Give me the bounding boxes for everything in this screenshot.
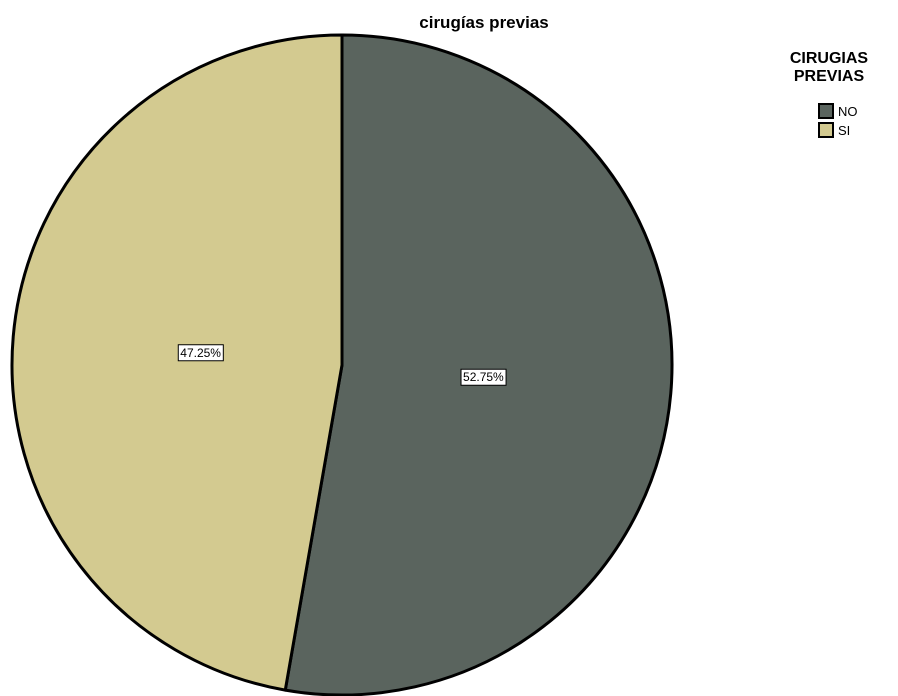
pie-slices bbox=[10, 33, 674, 696]
legend-swatch-si bbox=[818, 122, 834, 138]
legend-items: NO SI bbox=[818, 103, 858, 138]
data-label-box bbox=[460, 368, 507, 386]
chart-title: cirugías previas bbox=[419, 13, 548, 32]
pie-slice-no bbox=[283, 33, 674, 696]
data-label-no: 52.75% bbox=[460, 368, 507, 386]
legend-label-no: NO bbox=[838, 104, 858, 119]
legend-title-line-1: CIRUGIAS bbox=[790, 50, 869, 67]
data-label-text: 52.75% bbox=[463, 370, 504, 384]
data-label-box bbox=[177, 344, 224, 362]
data-label-text: 47.25% bbox=[180, 346, 221, 360]
data-label-si: 47.25% bbox=[177, 344, 224, 362]
legend: CIRUGIAS PREVIAS NO SI bbox=[790, 50, 869, 138]
legend-label-si: SI bbox=[838, 123, 850, 138]
pie-data-labels: 52.75% 47.25% bbox=[177, 344, 507, 386]
legend-title-line-2: PREVIAS bbox=[794, 68, 865, 85]
legend-swatch-no bbox=[818, 103, 834, 119]
pie-slice-si bbox=[10, 33, 344, 692]
